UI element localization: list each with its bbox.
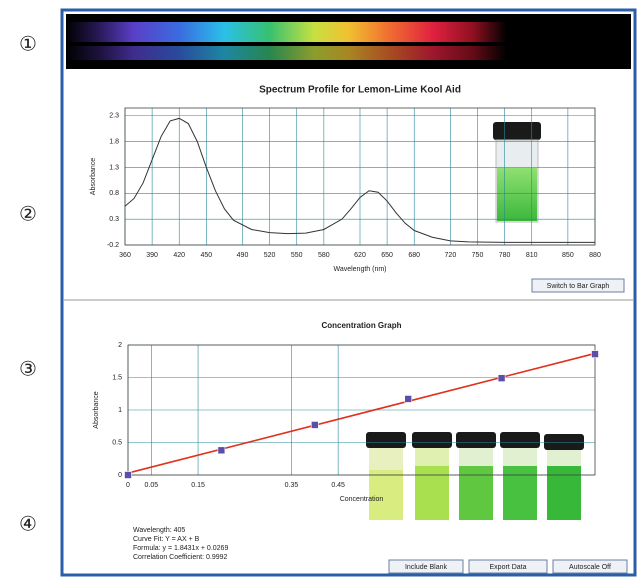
y-axis-label: Absorbance [90,158,97,195]
chart-title: Concentration Graph [321,321,401,330]
x-tick-label: 0.05 [145,482,159,489]
y-tick-label: 1.5 [112,374,122,381]
y-tick-label: 0.8 [109,190,119,197]
y-tick-label: 0.3 [109,216,119,223]
info-text: Formula: y = 1.8431x + 0.0269 [133,545,228,552]
y-tick-label: 0 [118,472,122,479]
y-tick-label: -0.2 [107,242,119,249]
point [217,446,226,455]
x-tick-label: 450 [201,252,213,259]
chart-title: Spectrum Profile for Lemon-Lime Kool Aid [259,85,461,96]
include-blank-button[interactable]: Include Blank [388,559,464,574]
x-tick-label: 390 [146,252,158,259]
y-tick-label: 1.3 [109,164,119,171]
y-axis-label: Absorbance [93,391,100,428]
step-marker: ③ [19,358,37,380]
x-tick-label: 420 [173,252,185,259]
spectrum-band [66,46,631,60]
x-tick-label: 0.15 [191,482,205,489]
x-tick-label: 490 [237,252,249,259]
x-tick-label: 520 [264,252,276,259]
x-tick-label: 0.35 [285,482,299,489]
markers: ① ② ③ ④ [19,33,37,535]
plot-frame [124,107,596,246]
plot-frame [127,344,596,476]
x-tick-label: 850 [562,252,574,259]
x-tick-label: 360 [119,252,131,259]
button-label[interactable]: Include Blank [405,564,448,571]
x-tick-label: 0 [126,482,130,489]
x-tick-label: 620 [354,252,366,259]
x-tick-label: 720 [445,252,457,259]
button-label[interactable]: Export Data [490,564,527,571]
vial [493,122,541,223]
x-tick-label: 550 [291,252,303,259]
autoscale-button[interactable]: Autoscale Off [552,559,628,574]
vials [366,432,584,520]
step-marker: ② [19,203,37,225]
point [497,374,506,382]
point [591,350,599,358]
y-tick-label: 1 [118,407,122,414]
info-text: Curve Fit: Y = AX + B [133,536,200,543]
x-tick-label: 780 [499,252,511,259]
x-tick-label: 650 [381,252,393,259]
x-tick-label: 810 [526,252,538,259]
y-tick-label: 1.8 [109,138,119,145]
bar-graph-button[interactable]: Switch to Bar Graph [531,278,625,293]
point [124,471,132,479]
x-axis-label: Concentration [340,496,384,503]
button-label[interactable]: Switch to Bar Graph [547,283,610,290]
fit-line [127,352,596,474]
point [404,395,413,403]
y-tick-label: 0.5 [112,439,122,446]
x-tick-label: 580 [318,252,330,259]
curve [124,117,595,243]
x-tick-label: 750 [472,252,484,259]
button-label[interactable]: Autoscale Off [569,564,611,571]
x-tick-label: 680 [408,252,420,259]
y-tick-label: 2.3 [109,113,119,120]
y-tick-label: 2 [118,342,122,349]
info-text: Correlation Coefficient: 0.9992 [133,554,228,561]
spectrum-band [66,22,631,42]
x-axis-label: Wavelength (nm) [333,266,386,273]
export-button[interactable]: Export Data [468,559,548,574]
info-text: Wavelength: 405 [133,527,185,534]
step-marker: ④ [19,513,37,535]
x-tick-label: 880 [589,252,601,259]
x-tick-label: 0.45 [331,482,345,489]
step-marker: ① [19,33,37,55]
point [310,421,319,429]
